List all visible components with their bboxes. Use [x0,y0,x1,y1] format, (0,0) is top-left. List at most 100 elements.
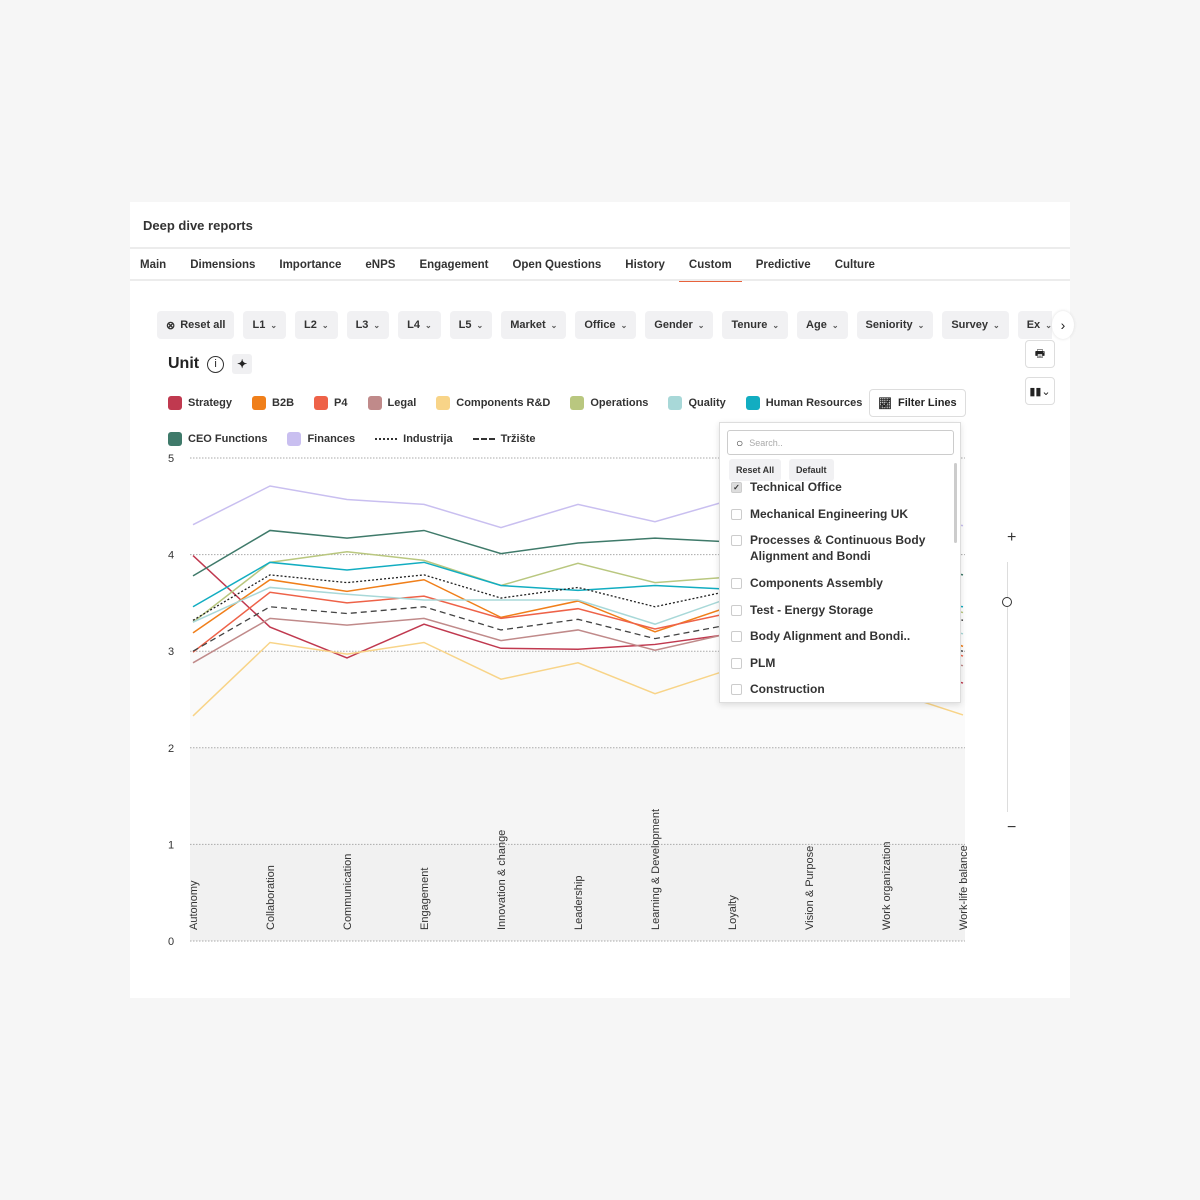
legend-label: Operations [590,397,649,409]
tab-dimensions[interactable]: Dimensions [190,259,256,271]
legend-item[interactable]: Operations [570,396,648,410]
filter-label: L5 [458,319,472,331]
print-button[interactable]: 🖶 [1025,340,1055,368]
option-label: Mechanical Engineering UK [750,507,909,521]
chevron-down-icon: ⌄ [476,320,484,330]
x-tick-label: Work-life balance [958,845,970,930]
tab-custom[interactable]: Custom [677,259,744,282]
filter-option[interactable]: PLM [731,655,946,671]
checkbox[interactable] [731,605,742,616]
tab-history[interactable]: History [625,259,665,271]
filter-age[interactable]: Age ⌄ [797,311,848,339]
legend-label: Finances [307,433,356,445]
legend-swatch [367,396,382,410]
zoom-slider-handle[interactable] [1002,597,1012,607]
filter-option[interactable]: Mechanical Engineering UK [731,506,946,522]
sparkle-icon[interactable]: ✦ [232,354,253,374]
legend-line-sample [375,438,398,440]
tab-predictive[interactable]: Predictive [755,259,811,271]
bar-chart-icon: ▮▮⌄ [1029,385,1051,398]
legend-item[interactable]: Components R&D [436,396,550,410]
legend-item[interactable]: Quality [668,396,726,410]
tab-engagement[interactable]: Engagement [419,259,489,271]
legend-item[interactable]: Tržište [472,433,536,445]
tab-main[interactable]: Main [140,259,167,271]
filter-label: Gender [654,319,693,331]
legend-label: Quality [688,397,726,409]
filter-bar: ⊗ Reset all L1 ⌄ L2 ⌄ L3 ⌄ L4 ⌄ L5 ⌄ Market ⌄ Office ⌄ G… [157,311,1052,339]
filter-option[interactable]: Construction [731,681,946,697]
filter-l5[interactable]: L5 ⌄ [449,311,493,339]
filter-l2[interactable]: L2 ⌄ [295,311,338,339]
x-tick-label: Work organization [881,842,893,930]
tab-importance[interactable]: Importance [279,259,342,271]
legend-item[interactable]: Human Resources [745,396,862,410]
legend-item[interactable]: Finances [287,432,355,446]
filter-l1[interactable]: L1 ⌄ [243,311,287,339]
tab-open-questions[interactable]: Open Questions [512,259,602,271]
x-tick-label: Innovation & change [496,830,508,930]
legend-label: Legal [387,397,417,409]
info-icon[interactable]: i [207,355,225,373]
y-tick-label: 3 [168,646,174,658]
chevron-down-icon: ⌄ [321,320,329,330]
legend-item[interactable]: B2B [252,396,294,410]
x-tick-label: Communication [342,854,354,930]
filter-seniority[interactable]: Seniority ⌄ [856,311,934,339]
zoom-out-button[interactable]: − [1007,819,1017,836]
tab-culture[interactable]: Culture [834,259,875,271]
band [190,844,965,941]
scroll-right-button[interactable]: › [1052,311,1074,339]
legend-item[interactable]: CEO Functions [168,432,267,446]
filter-ex[interactable]: Ex ⌄ [1017,311,1052,339]
filter-tenure[interactable]: Tenure ⌄ [722,311,789,339]
zoom-slider-track[interactable] [1007,562,1008,812]
option-label: Body Alignment and Bondi.. [750,629,911,643]
filter-label: Age [806,319,827,331]
filter-l3[interactable]: L3 ⌄ [346,311,390,339]
search-placeholder: Search.. [749,437,783,448]
filter-option[interactable]: Body Alignment and Bondi.. [731,628,946,644]
filter-l4[interactable]: L4 ⌄ [398,311,441,339]
option-label: Construction [750,682,825,696]
filter-option[interactable]: Test - Energy Storage [731,602,946,618]
checkbox[interactable] [731,509,742,520]
filter-office[interactable]: Office ⌄ [575,311,637,339]
filter-label: Seniority [865,319,913,331]
chevron-down-icon: ⌄ [424,320,432,330]
checkbox[interactable]: ✓ [731,482,742,493]
filter-option[interactable]: ✓ Technical Office [731,479,946,495]
divider [130,279,1070,281]
legend-item[interactable]: Strategy [168,396,232,410]
search-input[interactable]: ○ Search.. [727,430,954,455]
reset-all-button[interactable]: Reset All [729,459,782,481]
checkbox[interactable] [731,631,742,642]
legend-item[interactable]: P4 [314,396,348,410]
reset-all-filters-button[interactable]: ⊗ Reset all [157,311,235,339]
legend-item[interactable]: Legal [367,396,417,410]
filter-option[interactable]: Processes & Continuous Body Alignment an… [731,532,946,564]
filter-lines-button[interactable]: 📈︎ Filter Lines [869,389,966,417]
filter-survey[interactable]: Survey ⌄ [942,311,1009,339]
default-button[interactable]: Default [789,459,834,481]
filter-gender[interactable]: Gender ⌄ [645,311,714,339]
chevron-down-icon: ⌄ [831,320,839,330]
checkbox[interactable] [731,658,742,669]
legend-label: B2B [272,397,295,409]
checkbox[interactable] [731,684,742,695]
y-tick-label: 0 [168,936,174,948]
tab-enps[interactable]: eNPS [365,259,396,271]
line-chart-icon: 📈︎ [878,397,892,410]
x-tick-label: Collaboration [265,865,277,930]
checkbox[interactable] [731,578,742,589]
option-label: Components Assembly [750,576,883,590]
zoom-in-button[interactable]: + [1007,529,1017,546]
filter-market[interactable]: Market ⌄ [501,311,567,339]
checkbox[interactable] [731,535,742,546]
x-tick-label: Loyalty [727,895,739,930]
chevron-down-icon: ⌄ [772,320,780,330]
scrollbar[interactable] [954,463,957,543]
legend-item[interactable]: Industrija [375,433,453,445]
chart-type-button[interactable]: ▮▮⌄ [1025,377,1055,405]
filter-option[interactable]: Components Assembly [731,575,946,591]
